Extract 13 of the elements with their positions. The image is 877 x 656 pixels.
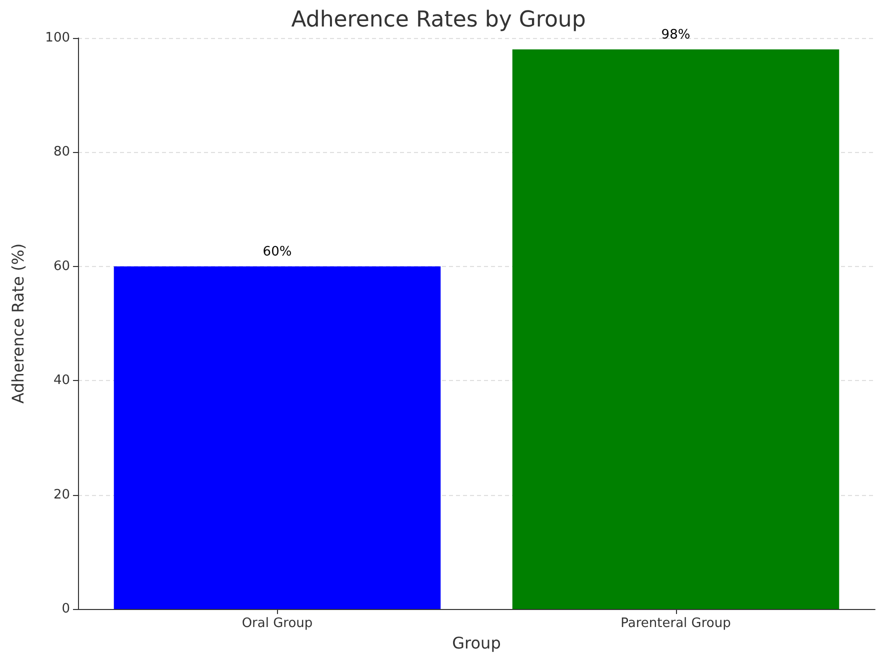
x-tick-label: Parenteral Group — [620, 616, 731, 631]
x-tick-label: Oral Group — [242, 616, 313, 631]
y-tick-label: 100 — [45, 30, 70, 46]
y-tick-label: 20 — [53, 487, 70, 502]
y-axis-title: Adherence Rate (%) — [8, 243, 28, 404]
y-tick-label: 80 — [53, 144, 70, 160]
data-label: 60% — [262, 244, 292, 260]
y-tick-label: 40 — [53, 373, 70, 388]
y-tick-label: 60 — [53, 258, 70, 274]
y-tick-label: 0 — [62, 602, 70, 616]
chart-title: Adherence Rates by Group — [291, 8, 586, 32]
data-label: 98% — [661, 27, 690, 42]
x-axis-title: Group — [452, 633, 501, 652]
